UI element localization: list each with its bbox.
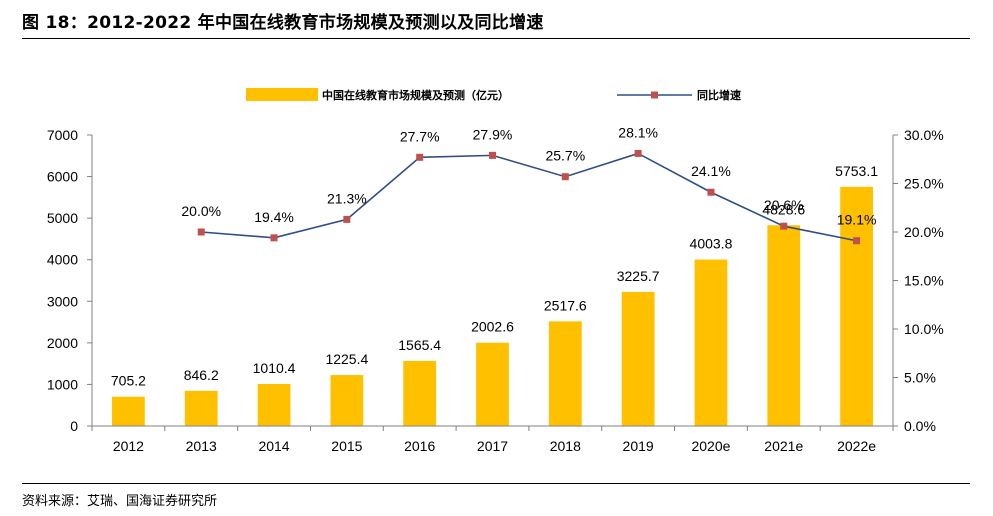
- growth-value-label: 25.7%: [545, 148, 585, 164]
- bar-value-label: 705.2: [111, 373, 146, 389]
- growth-value-label: 19.1%: [837, 212, 877, 228]
- bar-value-label: 4003.8: [690, 236, 733, 252]
- bar-2014: [257, 383, 291, 426]
- y-left-tick-label: 5000: [47, 210, 78, 226]
- growth-point-2015: [343, 215, 351, 223]
- bar-value-label: 2002.6: [471, 319, 514, 335]
- y-left-tick-label: 7000: [47, 127, 78, 143]
- bar-value-label: 1010.4: [253, 360, 296, 376]
- figure-title: 图 18：2012-2022 年中国在线教育市场规模及预测以及同比增速: [22, 13, 544, 33]
- combo-chart: 0 1000 2000 3000 4000 5000 6000 7000 0.0% 5.0% 10.…: [47, 88, 944, 454]
- bar-value-label: 2517.6: [544, 297, 587, 313]
- x-tick-label: 2012: [113, 438, 144, 454]
- bar-value-label: 5753.1: [835, 163, 878, 179]
- y-left-tick-label: 4000: [47, 252, 78, 268]
- growth-point-2020e: [707, 188, 715, 196]
- y-right-tick-label: 10.0%: [904, 321, 944, 337]
- bar-2016: [403, 360, 437, 426]
- growth-point-2022e: [853, 237, 861, 245]
- growth-point-2019: [634, 149, 642, 157]
- growth-point-2014: [270, 234, 278, 242]
- x-tick-label: 2013: [186, 438, 217, 454]
- x-tick-label: 2017: [477, 438, 508, 454]
- bar-2019: [621, 291, 655, 426]
- growth-line: [201, 152, 857, 242]
- y-left-tick-label: 2000: [47, 335, 78, 351]
- growth-value-label: 24.1%: [691, 163, 731, 179]
- x-tick-label: 2015: [331, 438, 362, 454]
- growth-point-2016: [416, 153, 424, 161]
- growth-value-label: 20.6%: [764, 197, 804, 213]
- source-note: 资料来源：艾瑞、国海证券研究所: [22, 494, 218, 509]
- bar-2022e: [840, 186, 873, 426]
- y-right-tick-label: 25.0%: [904, 176, 944, 192]
- bar-value-label: 3225.7: [617, 268, 660, 284]
- title-rule: [22, 38, 970, 39]
- growth-value-label: 27.7%: [400, 128, 440, 144]
- bar-2017: [476, 342, 509, 426]
- bar-value-label: 1565.4: [398, 337, 441, 353]
- growth-point-2013: [197, 228, 205, 236]
- growth-point-2018: [561, 173, 569, 181]
- growth-value-label: 27.9%: [473, 126, 513, 142]
- x-tick-label: 2020e: [691, 438, 730, 454]
- legend-bar-swatch: [246, 88, 318, 101]
- bar-2020e: [694, 259, 728, 426]
- x-tick-label: 2016: [404, 438, 435, 454]
- y-right-tick-label: 15.0%: [904, 273, 944, 289]
- legend-line-marker: [651, 91, 658, 99]
- y-right-tick-label: 5.0%: [904, 370, 936, 386]
- growth-value-label: 20.0%: [181, 203, 221, 219]
- bar-2021e: [767, 225, 801, 426]
- legend-bar-label: 中国在线教育市场规模及预测（亿元）: [322, 88, 509, 102]
- y-left-tick-label: 1000: [47, 376, 78, 392]
- x-tick-label: 2021e: [764, 438, 803, 454]
- x-tick-label: 2018: [550, 438, 581, 454]
- source-rule: [22, 483, 970, 484]
- y-right-tick-label: 30.0%: [904, 127, 944, 143]
- x-tick-label: 2014: [258, 438, 289, 454]
- y-right-tick-label: 0.0%: [904, 418, 936, 434]
- legend-line-label: 同比增速: [697, 88, 741, 102]
- bar-value-label: 1225.4: [325, 351, 368, 367]
- bar-2018: [548, 321, 582, 426]
- growth-point-2017: [489, 151, 496, 159]
- bar-value-label: 846.2: [184, 367, 219, 383]
- x-tick-label: 2022e: [837, 438, 876, 454]
- y-left-tick-label: 0: [70, 418, 78, 434]
- x-tick-label: 2019: [623, 438, 654, 454]
- growth-value-label: 19.4%: [254, 209, 294, 225]
- y-right-tick-label: 20.0%: [904, 224, 944, 240]
- growth-value-label: 21.3%: [327, 190, 367, 206]
- y-left-tick-label: 3000: [47, 293, 78, 309]
- y-left-tick-label: 6000: [47, 169, 78, 185]
- growth-point-2021e: [780, 222, 788, 230]
- bar-2012: [112, 396, 145, 426]
- bar-value-label: 4828.6: [762, 201, 805, 217]
- bar-2015: [330, 375, 364, 426]
- growth-value-label: 28.1%: [618, 124, 658, 140]
- bar-2013: [184, 390, 218, 426]
